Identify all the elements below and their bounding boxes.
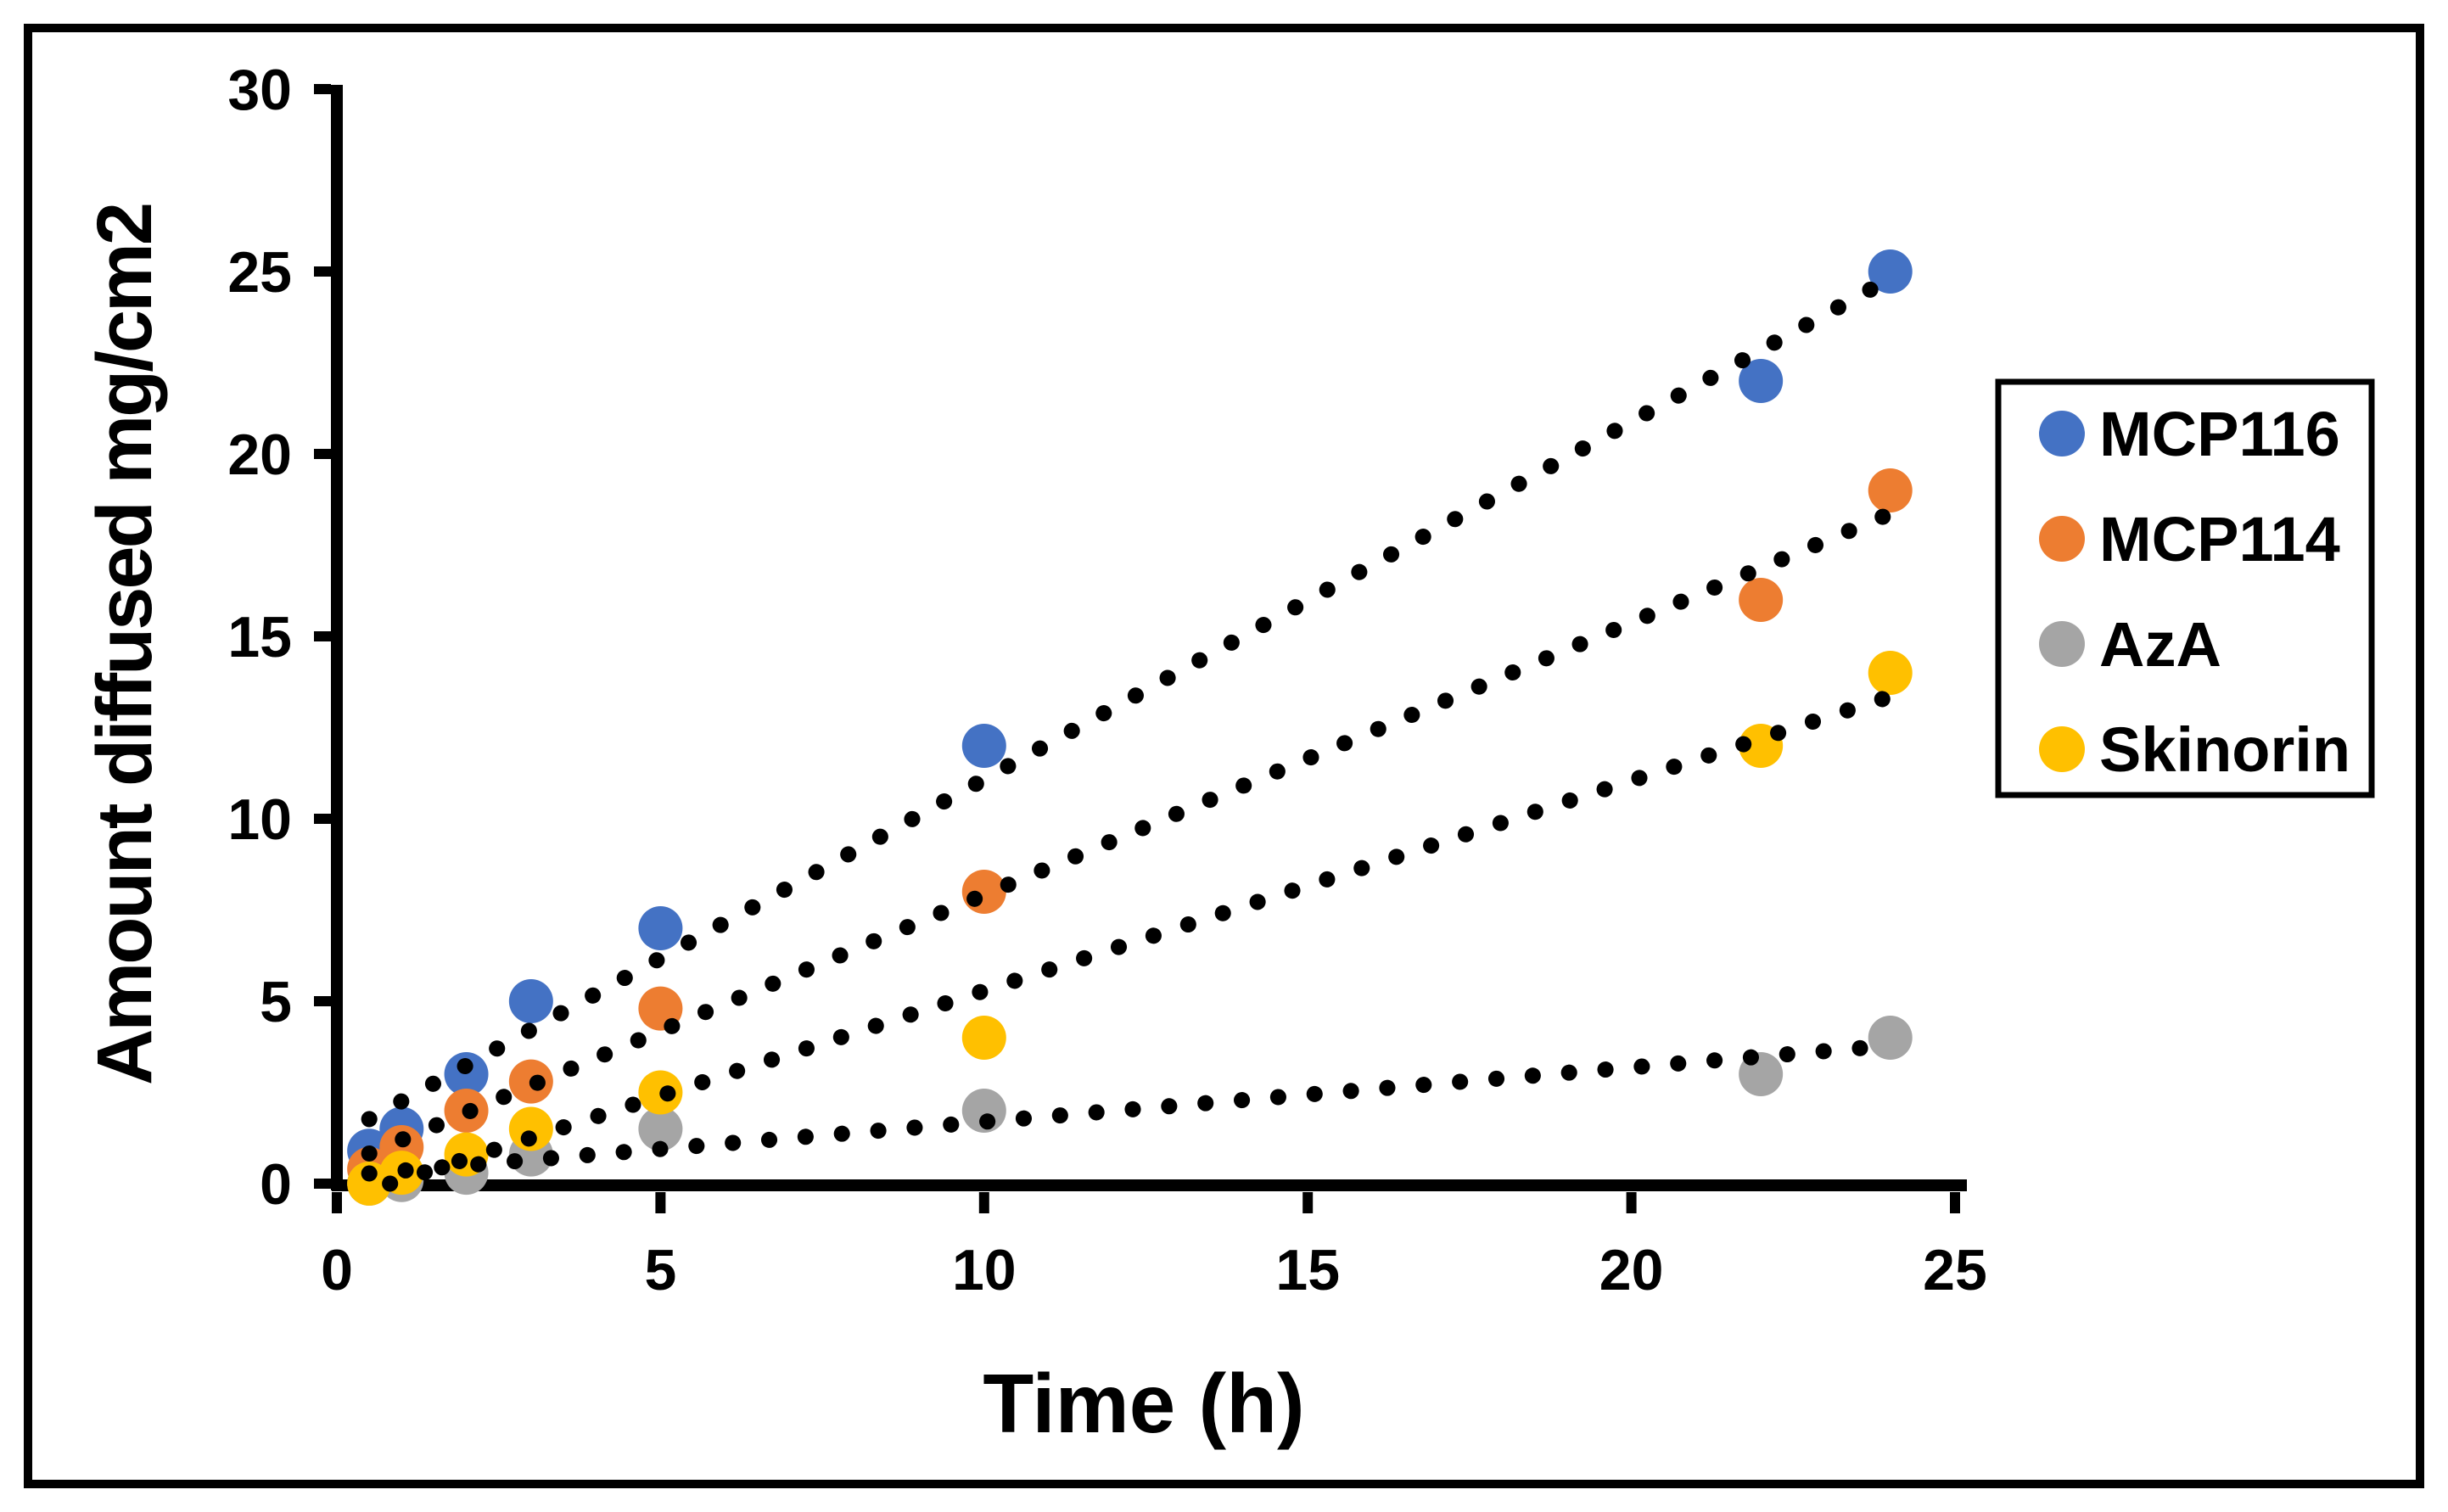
legend-label: AzA xyxy=(2099,609,2221,680)
legend-item-MCP116: MCP116 xyxy=(2039,399,2340,469)
data-point xyxy=(1868,249,1913,294)
data-point xyxy=(444,1052,489,1096)
series-MCP114 xyxy=(347,468,1913,1191)
legend: MCP116 MCP114 AzA Skinorin xyxy=(1995,378,2375,798)
figure-border xyxy=(24,24,2424,1488)
y-tick-label: 10 xyxy=(227,787,292,852)
legend-item-Skinorin: Skinorin xyxy=(2039,714,2350,785)
data-point xyxy=(961,870,1006,914)
legend-marker-icon xyxy=(2039,621,2085,667)
y-tick-label: 30 xyxy=(227,58,292,122)
y-tick-label: 20 xyxy=(227,423,292,487)
series-Skinorin xyxy=(347,651,1913,1206)
trendline-AzA xyxy=(361,1037,1899,1182)
x-axis-title: Time (h) xyxy=(983,1357,1304,1450)
data-point xyxy=(1868,1016,1913,1060)
data-point xyxy=(508,979,553,1023)
x-tick-label: 5 xyxy=(644,1238,676,1302)
legend-label: Skinorin xyxy=(2099,714,2350,785)
x-tick-label: 25 xyxy=(1923,1238,1987,1302)
y-tick-label: 15 xyxy=(227,605,292,669)
data-point xyxy=(638,1106,683,1151)
legend-marker-icon xyxy=(2039,516,2085,562)
y-axis-title: Amount diffused mg/cm2 xyxy=(81,204,168,1085)
legend-marker-icon xyxy=(2039,411,2085,456)
legend-label: MCP114 xyxy=(2099,504,2340,574)
x-tick-label: 15 xyxy=(1275,1238,1340,1302)
trendline-MCP114 xyxy=(361,505,1899,1162)
tick-labels: 0 5 10 15 20 25 0 5 10 15 20 25 30 xyxy=(227,58,1986,1302)
data-point xyxy=(1739,359,1784,403)
legend-marker-icon xyxy=(2039,726,2085,772)
x-tick-label: 20 xyxy=(1599,1238,1664,1302)
data-point xyxy=(1868,651,1913,695)
data-point xyxy=(508,1106,553,1151)
trendline-MCP116 xyxy=(361,270,1899,1128)
trendline-Skinorin xyxy=(382,688,1899,1192)
data-point xyxy=(638,906,683,950)
data-point xyxy=(961,724,1006,768)
data-point xyxy=(1868,468,1913,512)
y-tick-label: 25 xyxy=(227,240,292,305)
trendlines xyxy=(361,270,1899,1192)
y-tick-label: 0 xyxy=(260,1152,292,1217)
data-point xyxy=(1739,578,1784,622)
legend-label: MCP116 xyxy=(2099,399,2340,469)
legend-item-MCP114: MCP114 xyxy=(2039,504,2340,574)
legend-item-AzA: AzA xyxy=(2039,609,2221,680)
x-tick-label: 0 xyxy=(321,1238,353,1302)
x-tick-label: 10 xyxy=(952,1238,1017,1302)
axes xyxy=(314,84,1967,1213)
data-point xyxy=(961,1016,1006,1060)
y-tick-label: 5 xyxy=(260,970,292,1034)
